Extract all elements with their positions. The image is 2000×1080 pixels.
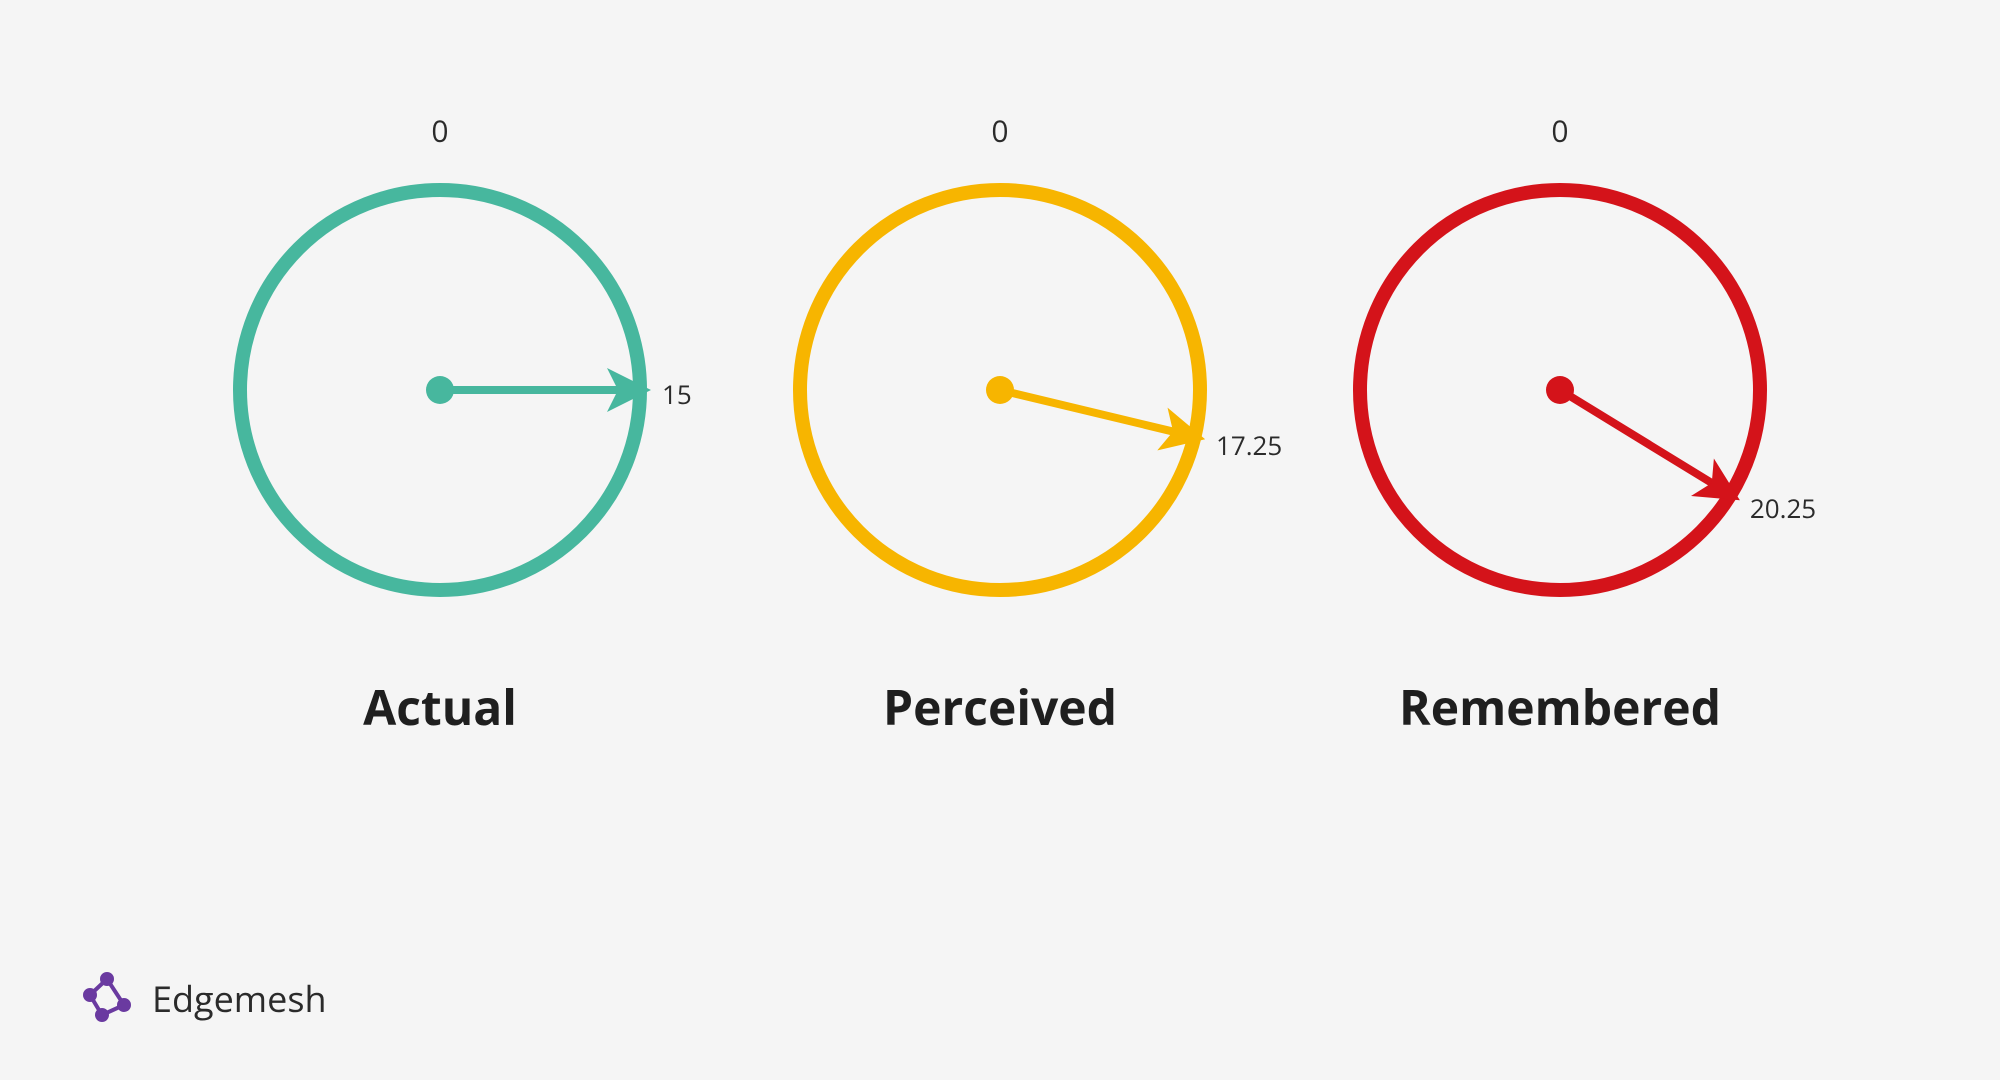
gauge-actual: 0 15 Actual bbox=[220, 170, 660, 740]
gauge-actual-svg bbox=[220, 170, 660, 610]
gauge-remembered-svg bbox=[1340, 170, 1780, 610]
footer-brand-text: Edgemesh bbox=[152, 974, 327, 1023]
gauge-perceived: 0 17.25 Perceived bbox=[780, 170, 1220, 740]
gauge-remembered: 0 20.25 Remembered bbox=[1340, 170, 1780, 740]
gauge-perceived-dial: 0 17.25 bbox=[780, 170, 1220, 615]
gauge-actual-origin-label: 0 bbox=[431, 110, 448, 151]
footer: Edgemesh bbox=[80, 971, 327, 1025]
gauge-actual-dial: 0 15 bbox=[220, 170, 660, 615]
gauge-remembered-dial: 0 20.25 bbox=[1340, 170, 1780, 615]
gauge-actual-caption: Actual bbox=[363, 675, 517, 740]
gauge-perceived-origin-label: 0 bbox=[991, 110, 1008, 151]
gauge-perceived-value-label: 17.25 bbox=[1216, 427, 1282, 463]
gauge-perceived-caption: Perceived bbox=[883, 675, 1117, 740]
gauge-remembered-value-label: 20.25 bbox=[1750, 490, 1816, 526]
edgemesh-logo-icon bbox=[80, 971, 134, 1025]
gauge-actual-value-label: 15 bbox=[662, 376, 692, 412]
gauge-remembered-caption: Remembered bbox=[1399, 675, 1721, 740]
gauge-remembered-origin-label: 0 bbox=[1551, 110, 1568, 151]
gauge-perceived-svg bbox=[780, 170, 1220, 610]
gauges-row: 0 15 Actual 0 17.25 Perceived 0 20.25 Re… bbox=[0, 0, 2000, 740]
